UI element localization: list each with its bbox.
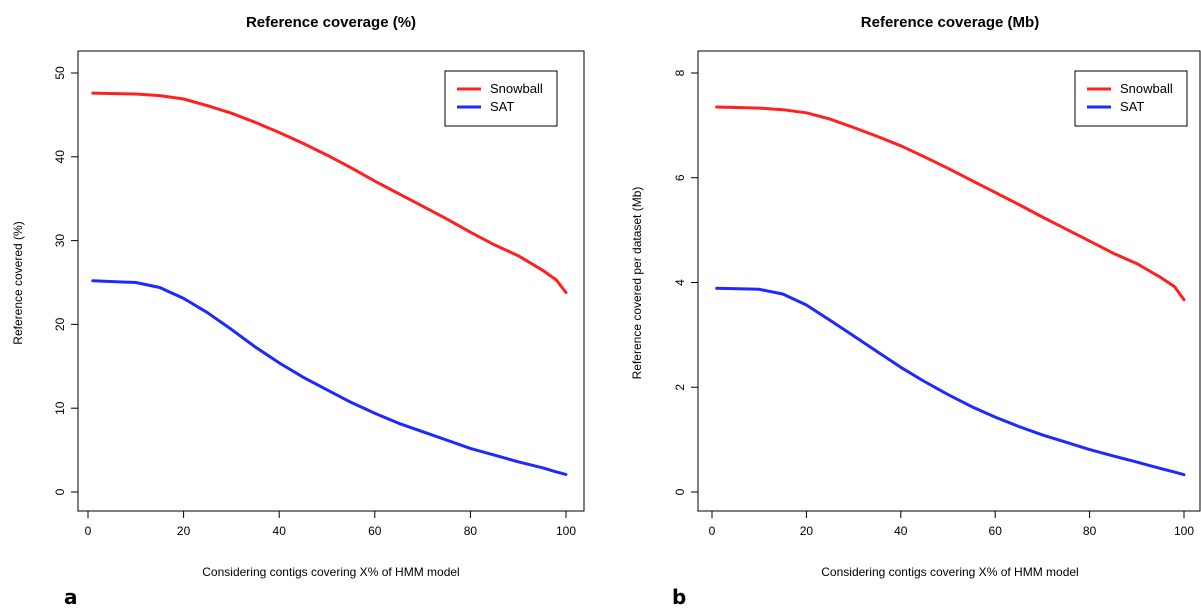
y-tick-label: 6	[673, 174, 687, 181]
legend-entry-sat: SAT	[1120, 99, 1144, 114]
x-tick-label: 0	[709, 524, 716, 538]
y-tick-label: 4	[673, 279, 687, 286]
legend-box	[444, 70, 558, 127]
series-line-sat	[715, 286, 1186, 477]
x-axis-label: Considering contigs covering X% of HMM m…	[202, 565, 459, 579]
series-line-sat	[91, 279, 568, 476]
chart-title: Reference coverage (Mb)	[861, 14, 1039, 31]
y-tick-label: 0	[673, 488, 687, 495]
x-tick-label: 40	[894, 524, 908, 538]
y-tick-label: 30	[53, 234, 67, 248]
panel-letter: a	[64, 585, 78, 609]
y-axis-label: Reference covered (%)	[11, 221, 25, 344]
y-tick-label: 50	[53, 66, 67, 80]
x-tick-label: 20	[177, 524, 191, 538]
y-axis: 0 2 4 6 8	[673, 69, 699, 495]
series-line-snowball	[715, 105, 1186, 302]
y-tick-label: 10	[53, 401, 67, 415]
legend: Snowball SAT	[1074, 70, 1188, 127]
x-tick-label: 80	[464, 524, 478, 538]
x-tick-label: 100	[1174, 524, 1194, 538]
y-tick-label: 40	[53, 150, 67, 164]
panel-letter: b	[672, 585, 686, 609]
y-axis: 0 10 20 30 40 50	[53, 66, 79, 495]
series-group	[91, 91, 568, 476]
legend-entry-snowball: Snowball	[490, 81, 543, 96]
y-tick-label: 0	[53, 488, 67, 495]
chart-panel-b: Reference coverage (Mb) 0 20 40 60 80 100 0 2 4…	[630, 14, 1201, 609]
legend-entry-snowball: Snowball	[1120, 81, 1173, 96]
y-axis-label: Reference covered per dataset (Mb)	[630, 187, 644, 380]
x-tick-label: 80	[1083, 524, 1097, 538]
chart-panel-a: Reference coverage (%) 0 20 40 60 80 100 0 10 2…	[11, 14, 585, 609]
series-group	[715, 105, 1186, 477]
chart-title: Reference coverage (%)	[246, 14, 416, 31]
y-tick-label: 20	[53, 317, 67, 331]
series-line-snowball	[91, 91, 568, 295]
x-tick-label: 40	[273, 524, 287, 538]
x-tick-label: 60	[368, 524, 382, 538]
x-axis-label: Considering contigs covering X% of HMM m…	[821, 565, 1078, 579]
legend-box	[1074, 70, 1188, 127]
y-tick-label: 2	[673, 384, 687, 391]
x-axis: 0 20 40 60 80 100	[85, 510, 576, 538]
x-axis: 0 20 40 60 80 100	[709, 510, 1194, 538]
x-tick-label: 20	[800, 524, 814, 538]
x-tick-label: 60	[989, 524, 1003, 538]
x-tick-label: 0	[85, 524, 92, 538]
legend-entry-sat: SAT	[490, 99, 514, 114]
y-tick-label: 8	[673, 69, 687, 76]
x-tick-label: 100	[556, 524, 576, 538]
legend: Snowball SAT	[444, 70, 558, 127]
